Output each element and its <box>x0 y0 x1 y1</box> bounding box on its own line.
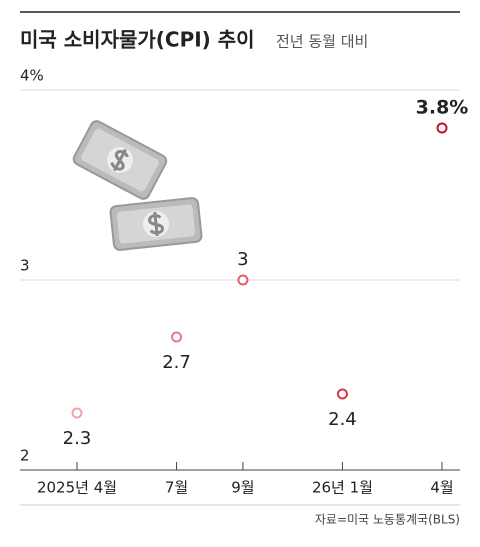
data-label: 2.3 <box>63 428 92 449</box>
data-label: 3 <box>237 249 248 270</box>
x-tick-label: 7월 <box>165 479 188 497</box>
money-icon <box>72 120 168 200</box>
x-tick-label: 4월 <box>430 479 453 497</box>
chart-title: 미국 소비자물가(CPI) 추이 <box>20 28 255 52</box>
y-tick-label: 2 <box>20 447 30 465</box>
data-label: 2.4 <box>328 409 357 430</box>
point-marker <box>336 388 348 400</box>
y-tick-label: 3 <box>20 257 30 275</box>
money-icon <box>109 197 203 251</box>
x-tick-label: 9월 <box>231 479 254 497</box>
x-tick-label: 26년 1월 <box>312 479 373 497</box>
y-tick-label: 4% <box>20 67 44 85</box>
data-label: 3.8% <box>416 97 469 119</box>
x-tick-label: 2025년 4월 <box>37 479 117 497</box>
point-marker <box>436 122 448 134</box>
data-label: 2.7 <box>162 352 191 373</box>
chart-subtitle: 전년 동월 대비 <box>276 33 368 51</box>
source: 자료=미국 노동통계국(BLS) <box>315 513 460 527</box>
point-marker <box>71 407 83 419</box>
point-marker <box>171 331 183 343</box>
point-marker <box>237 274 249 286</box>
